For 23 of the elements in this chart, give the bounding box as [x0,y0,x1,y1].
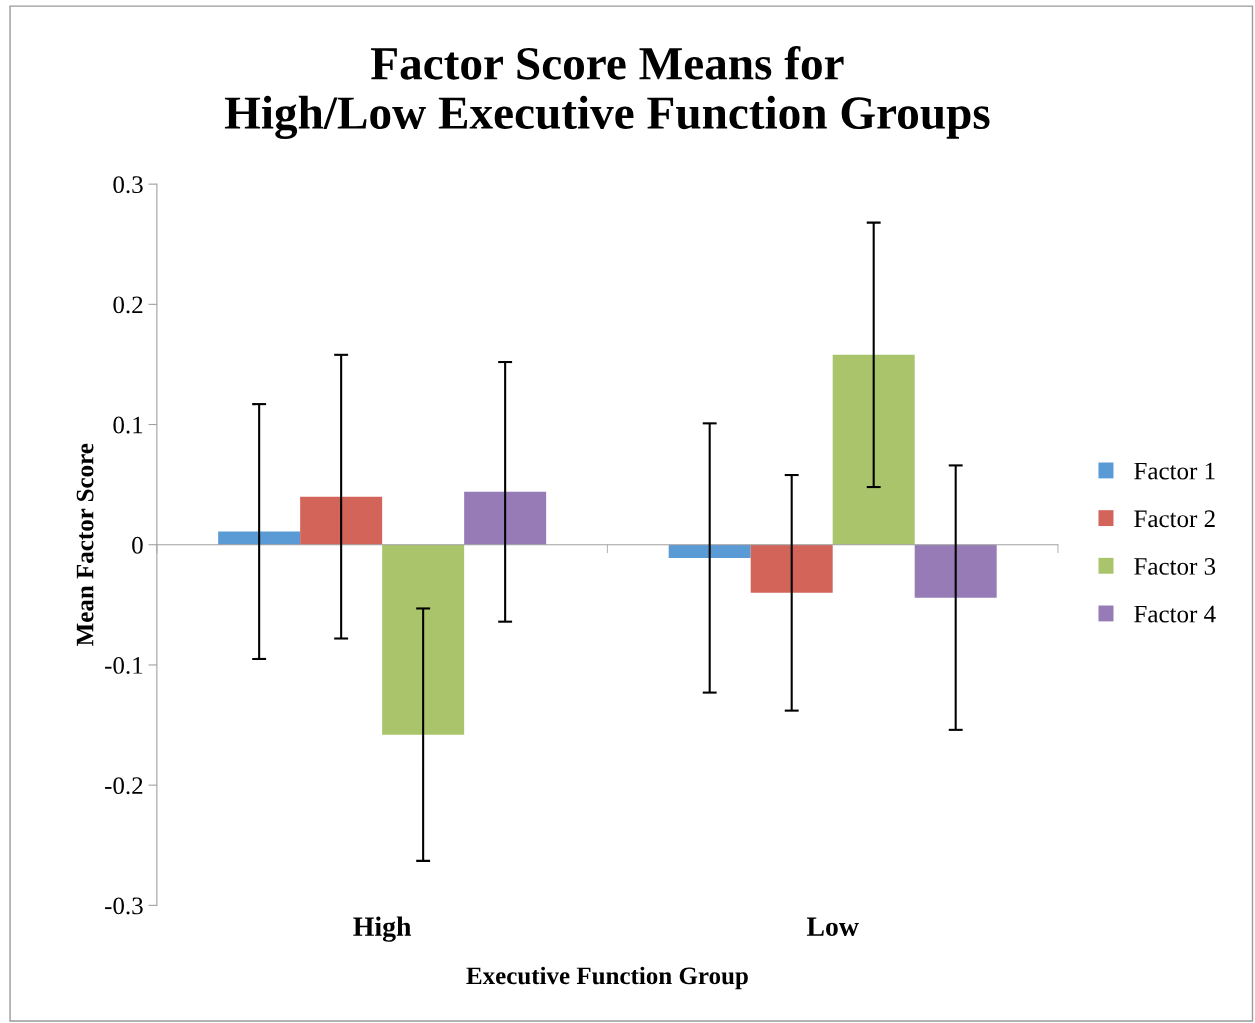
y-tick-label: 0.1 [113,416,143,434]
y-tick-label: 0.2 [113,296,143,314]
legend-label: Factor 3 [1134,558,1216,575]
x-axis-title: Executive Function Group [466,966,748,990]
legend-label: Factor 4 [1134,605,1216,623]
bar [668,544,751,558]
bar [464,491,547,545]
bar [382,544,465,735]
bar [300,496,383,545]
x-tick-label: High [353,916,412,942]
y-axis-title: Mean Factor Score [76,443,94,646]
bar [832,354,915,545]
legend-label: Factor 2 [1134,510,1215,528]
y-tick-label: -0.3 [105,897,143,915]
legend-label: Factor 1 [1134,462,1215,480]
y-tick-label: 0 [132,536,143,554]
bar [914,544,997,598]
chart-title: Factor Score Means for High/Low Executive Function Groups [224,45,990,140]
x-tick-label: Low [806,917,859,937]
y-tick-label: -0.1 [105,657,143,674]
y-tick-label: 0.3 [113,176,143,194]
y-tick-label: -0.2 [105,777,143,795]
bar [750,544,833,593]
